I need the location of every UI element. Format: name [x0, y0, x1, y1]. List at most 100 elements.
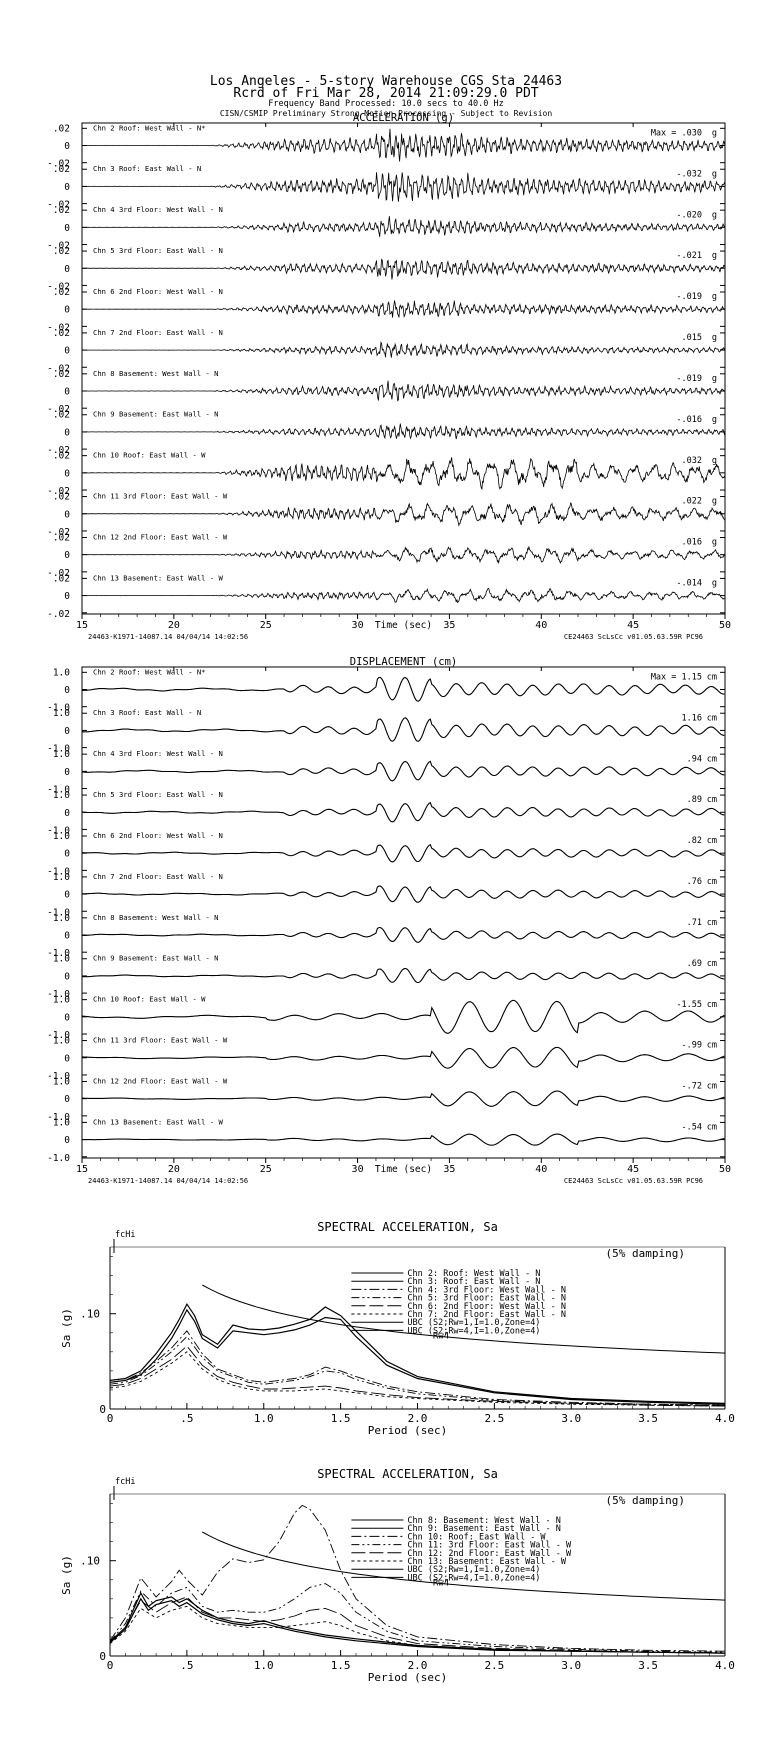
unit-label: g	[712, 333, 717, 343]
legend-entry: Chn 4: 3rd Floor: West Wall - N	[407, 1285, 566, 1295]
x-tick-label: 20	[168, 1164, 180, 1175]
x-tick-label: 4.0	[715, 1659, 735, 1672]
y-tick-label: .02	[53, 451, 70, 462]
spectrum-series-1	[109, 1591, 726, 1654]
x-tick-label: 2.5	[484, 1412, 504, 1425]
x-tick-label: 50	[719, 620, 731, 631]
max-value: .71	[687, 918, 702, 928]
channel-label: Chn 10 Roof: East Wall - W	[93, 451, 206, 460]
disp-trace-4	[81, 801, 725, 823]
x-tick-label: 1.0	[254, 1412, 274, 1425]
unit-label: g	[712, 579, 717, 589]
disp-trace-9	[81, 999, 725, 1034]
x-tick-label: 50	[719, 1164, 731, 1175]
max-value: -.019	[676, 374, 702, 384]
y-tick-label: -1.0	[47, 1153, 70, 1164]
disp-trace-11	[82, 1090, 725, 1107]
unit-label: cm	[707, 959, 717, 969]
x-tick-label: 3.0	[561, 1412, 581, 1425]
spectrum-series-5	[109, 1596, 726, 1654]
max-value: .89	[687, 795, 702, 805]
channel-label: Chn 6 2nd Floor: West Wall - N	[93, 831, 223, 840]
channel-label: Chn 7 2nd Floor: East Wall - N	[93, 328, 223, 337]
processing-note: CISN/CSMIP Preliminary Strong Motion Pro…	[219, 109, 553, 118]
x-tick-label: 40	[535, 1164, 547, 1175]
unit-label: g	[712, 169, 717, 179]
x-tick-label: 1.5	[331, 1659, 351, 1672]
y-axis-label: Sa (g)	[60, 1308, 73, 1348]
y-tick-label: .02	[53, 205, 70, 216]
channel-label: Chn 12 2nd Floor: East Wall - W	[93, 1076, 228, 1085]
x-tick-label: 3.5	[638, 1412, 658, 1425]
x-tick-label: 45	[627, 620, 639, 631]
max-value: -.014	[676, 579, 702, 589]
footer-left: 24463-K1971-14087.14 04/04/14 14:02:56	[88, 1177, 248, 1185]
x-tick-label: 3.5	[638, 1659, 658, 1672]
y-tick-label: -.02	[47, 363, 70, 374]
x-tick-label: 35	[443, 1164, 455, 1175]
disp-trace-12	[82, 1133, 725, 1146]
y-tick-label: .10	[80, 1555, 100, 1568]
y-tick-label: .02	[53, 164, 70, 175]
channel-label: Chn 13 Basement: East Wall - W	[93, 573, 223, 582]
y-tick-label: -1.0	[47, 785, 70, 796]
channel-label: Chn 12 2nd Floor: East Wall - W	[93, 532, 228, 541]
max-value: .032	[682, 456, 702, 466]
y-tick-label: 0	[64, 550, 70, 561]
legend-entry: UBC (S2;Rw=4,I=1.0,Zone=4)	[407, 1326, 540, 1336]
max-value: -.020	[676, 210, 702, 220]
spectrum-series-4	[109, 1583, 726, 1653]
disp-trace-6	[81, 885, 725, 903]
y-tick-label: 1.0	[53, 1036, 70, 1047]
disp-panel-frame	[81, 666, 726, 1159]
accel-trace-3	[81, 216, 726, 237]
x-tick-label: 0	[107, 1659, 114, 1672]
spectrum-title: SPECTRAL ACCELERATION, Sa	[317, 1220, 498, 1234]
y-tick-label: 0	[64, 509, 70, 520]
legend-entry: UBC (S2;Rw=4,I=1.0,Zone=4)	[407, 1573, 540, 1583]
accel-panel-frame	[81, 122, 726, 615]
spectrum-panel-2: fcHi SPECTRAL ACCELERATION, Sa (5% damping…	[60, 1467, 735, 1684]
y-tick-label: 0	[64, 1053, 70, 1064]
disp-trace-1	[82, 676, 725, 702]
y-tick-label: .02	[53, 492, 70, 503]
x-tick-label: 3.0	[561, 1659, 581, 1672]
unit-label: cm	[707, 1000, 717, 1010]
disp-trace-10	[81, 1046, 725, 1069]
x-tick-label: 4.0	[715, 1412, 735, 1425]
x-tick-label: 25	[260, 620, 272, 631]
max-value: .016	[682, 538, 702, 548]
disp-trace-2	[81, 717, 725, 742]
y-tick-label: 0	[64, 182, 70, 193]
max-value: Max = 1.15	[651, 672, 702, 682]
legend-entry: Chn 6: 2nd Floor: West Wall - N	[407, 1302, 566, 1312]
max-value: .022	[682, 497, 702, 507]
max-value: .015	[682, 333, 702, 343]
rw4-label: Rw4	[433, 1578, 449, 1588]
legend-entry: UBC (S2;Rw=1,I=1.0,Zone=4)	[407, 1565, 540, 1575]
max-value: Max = .030	[651, 128, 702, 138]
unit-label: g	[712, 251, 717, 261]
unit-label: cm	[707, 1082, 717, 1092]
legend-entry: Chn 3: Roof: East Wall - N	[407, 1277, 540, 1287]
unit-label: g	[712, 128, 717, 138]
y-tick-label: .02	[53, 573, 70, 584]
unit-label: cm	[707, 1041, 717, 1051]
spectrum-series-4	[109, 1335, 726, 1406]
y-tick-label: -.02	[47, 404, 70, 415]
y-tick-label: -.02	[47, 486, 70, 497]
max-value: -.72	[682, 1082, 702, 1092]
y-tick-label: .02	[53, 369, 70, 380]
footer-right: CE24463 ScLsCc v01.05.63.59R PC96	[564, 1177, 703, 1185]
x-axis-label: Period (sec)	[368, 1671, 447, 1684]
channel-label: Chn 11 3rd Floor: East Wall - W	[93, 1036, 228, 1045]
max-value: -.019	[676, 292, 702, 302]
y-tick-label: -.02	[47, 241, 70, 252]
unit-label: g	[712, 497, 717, 507]
y-tick-label: -.02	[47, 445, 70, 456]
max-value: -.016	[676, 415, 702, 425]
y-tick-label: 0	[64, 305, 70, 316]
y-tick-label: 0	[64, 387, 70, 398]
damping-note: (5% damping)	[606, 1247, 685, 1260]
y-tick-label: -1.0	[47, 1071, 70, 1082]
